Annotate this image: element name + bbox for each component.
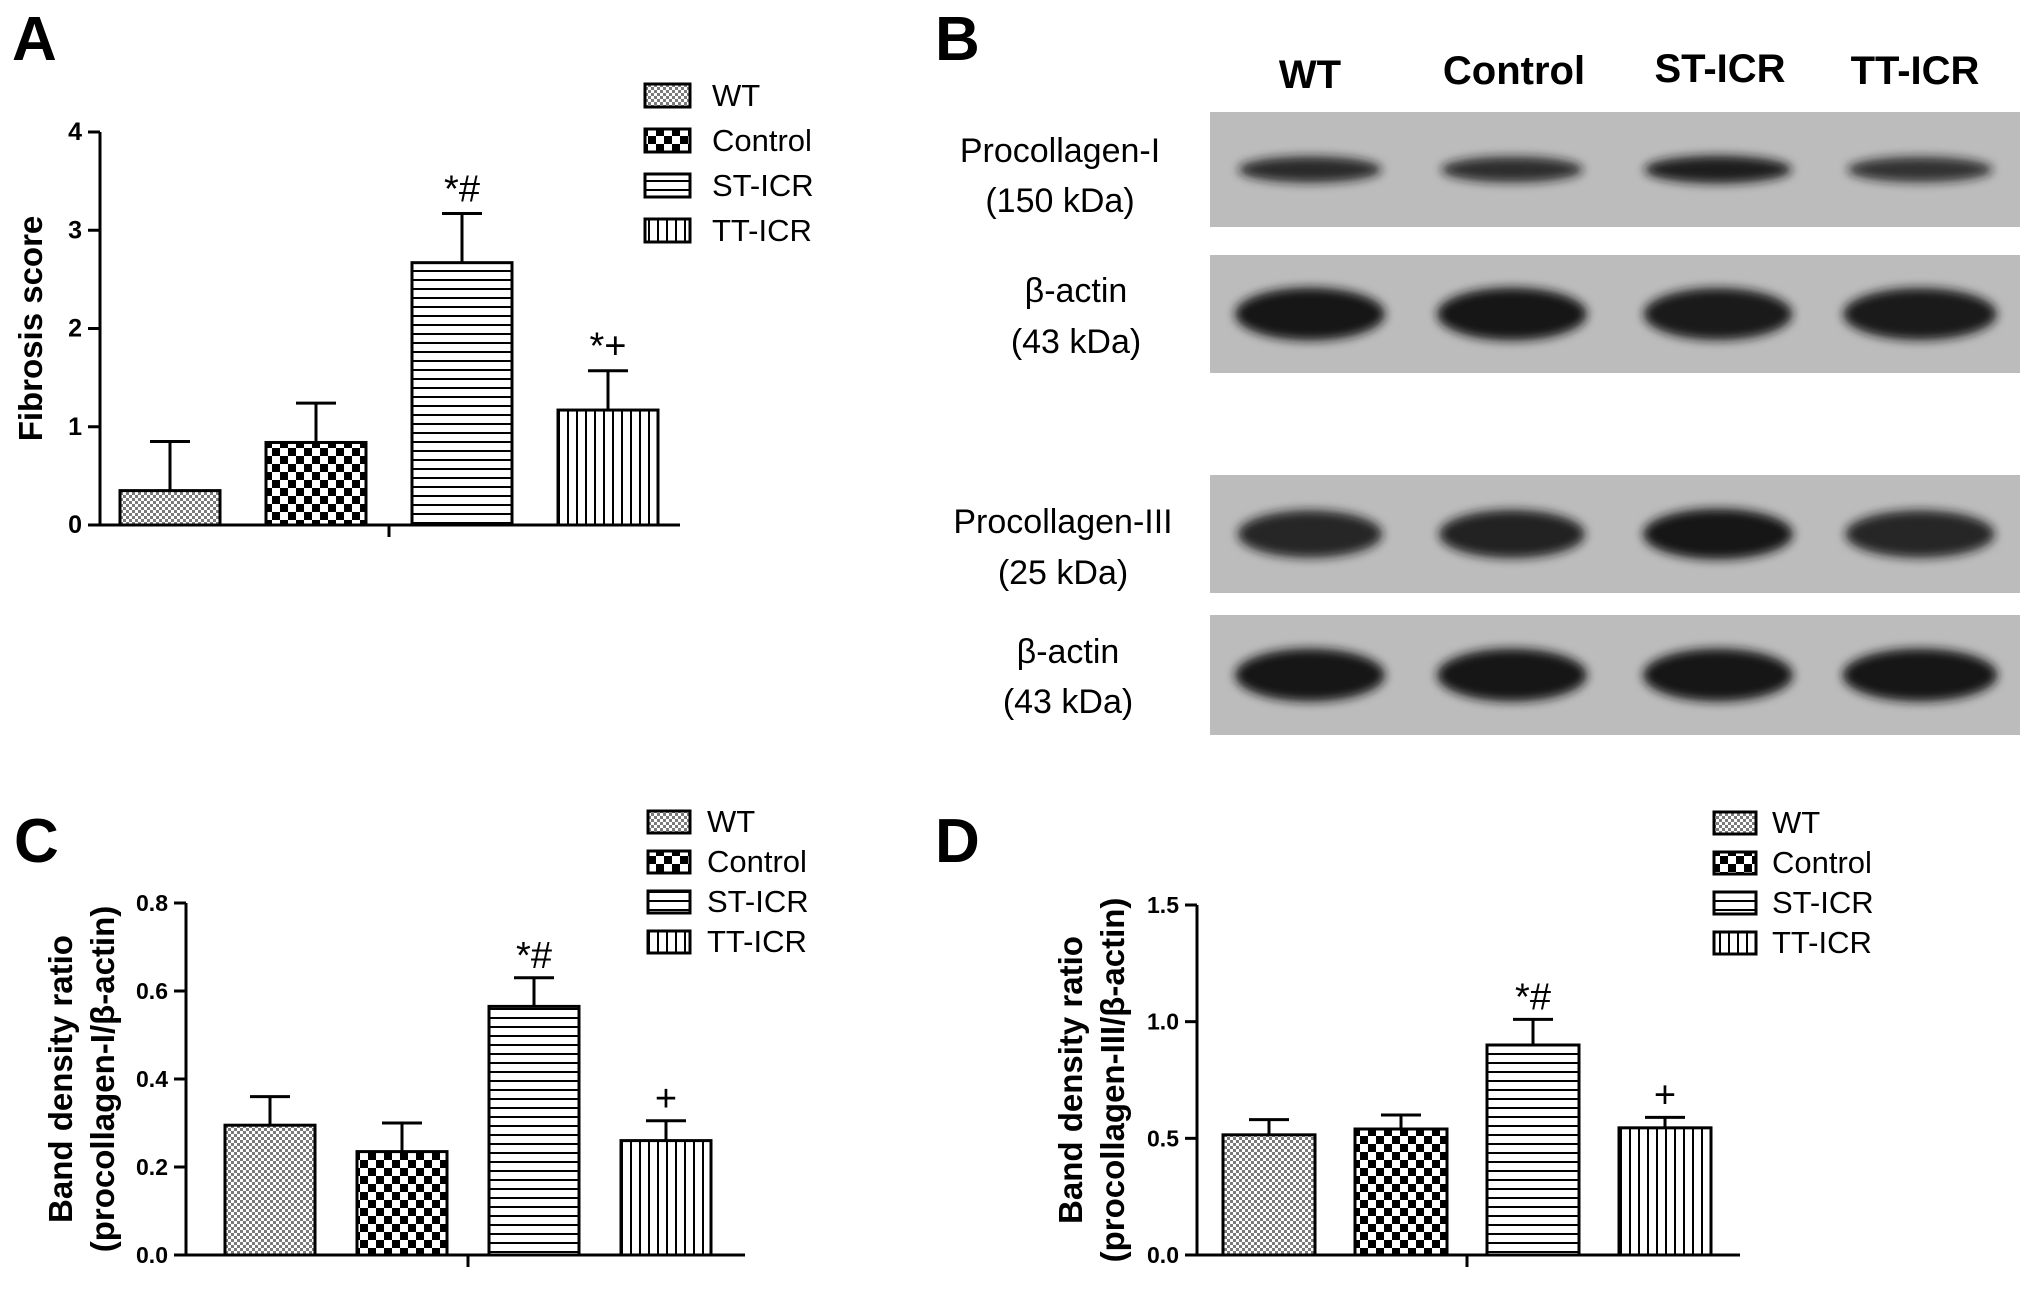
chart-d-y-axis-title: (procollagen-III/β-actin) [1094, 898, 1131, 1263]
lane-label-tt-icr: TT-ICR [1851, 49, 1980, 93]
chart-a-bar-tt-icr [556, 408, 660, 527]
blot-label-procollagen-i: Procollagen-I [960, 132, 1160, 170]
chart-a-legend-label-control: Control [712, 123, 812, 158]
chart-c-bar-wt [223, 1123, 317, 1257]
chart-d-bar-st-icr [1485, 1043, 1581, 1257]
blot-band-3-st-icr [1643, 508, 1793, 560]
chart-d-y-tick-label: 0.5 [1147, 1125, 1179, 1151]
chart-c-legend-swatch-st-icr [646, 889, 692, 915]
lane-label-control: Control [1443, 49, 1585, 93]
lane-label-st-icr: ST-ICR [1654, 47, 1785, 91]
chart-c-significance-st-icr: *# [516, 935, 552, 977]
chart-a-significance-tt-icr: *+ [590, 326, 627, 368]
chart-d-y-tick-label: 1.0 [1147, 1009, 1179, 1035]
chart-d-y-axis-title: Band density ratio [1052, 936, 1089, 1224]
chart-c-legend-label-control: Control [707, 844, 807, 879]
chart-a-significance-st-icr: *# [444, 169, 480, 211]
chart-c-y-tick-label: 0.6 [136, 978, 168, 1004]
chart-d-legend-swatch-tt-icr [1712, 930, 1758, 956]
chart-c-bar-tt-icr [619, 1139, 713, 1257]
blot-images [1210, 112, 2020, 735]
chart-a-legend-swatch-wt [643, 82, 692, 109]
chart-c-legend-swatch-control [646, 849, 692, 875]
chart-a-y-tick-label: 4 [68, 118, 82, 146]
chart-a-y-tick-label: 1 [68, 413, 82, 441]
chart-d-significance-st-icr: *# [1515, 976, 1551, 1018]
chart-c-y-tick-label: 0.4 [136, 1066, 168, 1092]
chart-d-bar-wt [1221, 1133, 1317, 1257]
blot-band-1-st-icr [1644, 155, 1792, 184]
chart-a-y-tick-label: 0 [68, 511, 82, 539]
blot-band-1-control [1441, 156, 1583, 183]
chart-a-y-axis-title: Fibrosis score [12, 216, 49, 442]
blot-size-beta-actin-2: (43 kDa) [1003, 683, 1133, 721]
blot-size-beta-actin-1: (43 kDa) [1011, 323, 1141, 361]
chart-a-y-tick-label: 3 [68, 216, 82, 244]
blot-band-3-tt-icr [1845, 510, 1995, 558]
lane-label-wt: WT [1279, 53, 1341, 97]
chart-c-legend-label-wt: WT [707, 804, 755, 839]
chart-a-y-tick-label: 2 [68, 315, 82, 343]
blot-size-procollagen-i: (150 kDa) [985, 182, 1134, 220]
chart-c-y-tick-label: 0.2 [136, 1154, 168, 1180]
chart-a-legend-label-tt-icr: TT-ICR [712, 213, 812, 248]
chart-d-bar-control [1353, 1127, 1449, 1257]
chart-c-significance-tt-icr: + [655, 1078, 677, 1120]
panel-label-b: B [935, 5, 980, 74]
blot-label-beta-actin-1: β-actin [1025, 272, 1128, 310]
chart-d-legend-swatch-control [1712, 850, 1758, 876]
western-blot-panel: WT Control ST-ICR TT-ICR Procollagen-I (… [953, 47, 2020, 735]
blot-label-procollagen-iii: Procollagen-III [953, 503, 1172, 541]
chart-c-bar-st-icr [487, 1004, 581, 1257]
blot-band-3-control [1439, 509, 1585, 559]
chart-a-legend-label-wt: WT [712, 78, 760, 113]
blot-size-procollagen-iii: (25 kDa) [998, 554, 1128, 592]
blot-band-2-control [1437, 287, 1587, 341]
chart-c-legend-label-tt-icr: TT-ICR [707, 924, 807, 959]
blot-label-beta-actin-2: β-actin [1017, 633, 1120, 671]
chart-a-legend-swatch-tt-icr [643, 217, 692, 244]
chart-c-legend-label-st-icr: ST-ICR [707, 884, 809, 919]
chart-a-bar-wt [118, 489, 222, 527]
blot-band-4-st-icr [1643, 648, 1793, 702]
chart-procollagen-iii-ratio: *# +0.0 0.5 1.0 1.5 Band density ratio (procol… [1052, 805, 1874, 1268]
chart-a-bar-control [264, 440, 368, 527]
chart-d-legend-label-control: Control [1772, 845, 1872, 880]
chart-d-legend-label-wt: WT [1772, 805, 1820, 840]
chart-c-legend-swatch-wt [646, 809, 692, 835]
chart-d-bar-tt-icr [1617, 1126, 1713, 1257]
chart-d-legend-label-tt-icr: TT-ICR [1772, 925, 1872, 960]
chart-c-y-tick-label: 0.0 [136, 1242, 168, 1268]
chart-fibrosis-score: *# *+ 0 1 2 3 4 Fibrosis score WT Control ST-ICR TT… [12, 78, 814, 539]
chart-procollagen-i-ratio: *# +0.0 0.2 0.4 0.6 0.8 Band density ratio (pro… [42, 804, 809, 1268]
chart-a-bar-st-icr [410, 261, 514, 527]
chart-a-legend-swatch-st-icr [643, 172, 692, 199]
blot-band-2-tt-icr [1843, 288, 1997, 340]
panel-label-d: D [935, 807, 980, 876]
chart-c-y-axis-title: (procollagen-I/β-actin) [84, 906, 121, 1252]
chart-a-legend-swatch-control [643, 127, 692, 154]
chart-c-bar-control [355, 1150, 449, 1257]
chart-c-y-axis-title: Band density ratio [42, 935, 79, 1223]
blot-band-1-tt-icr [1847, 156, 1993, 183]
chart-d-y-tick-label: 1.5 [1147, 892, 1179, 918]
panel-label-c: C [14, 807, 59, 876]
panel-label-a: A [12, 5, 57, 74]
chart-a-legend-label-st-icr: ST-ICR [712, 168, 814, 203]
chart-d-legend-label-st-icr: ST-ICR [1772, 885, 1874, 920]
blot-band-4-control [1437, 648, 1587, 702]
chart-d-legend-swatch-st-icr [1712, 890, 1758, 916]
blot-band-2-st-icr [1643, 288, 1793, 340]
blot-band-4-wt [1235, 648, 1385, 702]
chart-d-legend-swatch-wt [1712, 810, 1758, 836]
blot-band-1-wt [1238, 156, 1382, 183]
chart-d-y-tick-label: 0.0 [1147, 1242, 1179, 1268]
chart-d-significance-tt-icr: + [1654, 1074, 1676, 1116]
blot-band-2-wt [1235, 287, 1385, 341]
chart-c-legend-swatch-tt-icr [646, 929, 692, 955]
chart-c-y-tick-label: 0.8 [136, 890, 168, 916]
blot-band-4-tt-icr [1842, 648, 1998, 702]
blot-band-3-wt [1237, 510, 1383, 558]
